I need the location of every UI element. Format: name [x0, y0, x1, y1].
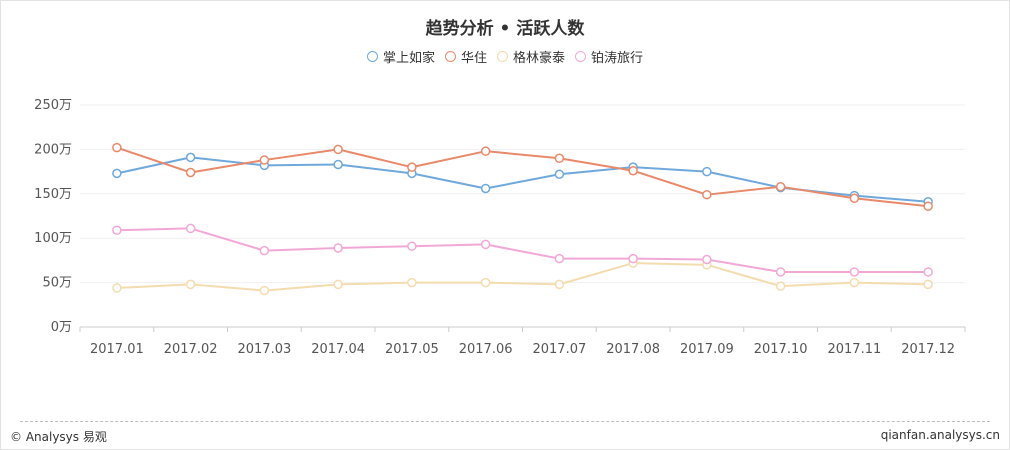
y-tick-label: 150万: [34, 187, 72, 202]
data-point-s2-11: [923, 279, 933, 290]
data-point-s0-1: [185, 152, 196, 163]
data-point-s2-1: [185, 279, 196, 290]
data-point-s1-9: [775, 181, 786, 192]
legend-marker-icon: [575, 51, 587, 62]
data-point-s2-9: [775, 281, 786, 291]
data-point-s1-0: [112, 142, 122, 153]
legend-item-3[interactable]: 铂涛旅行: [575, 47, 643, 66]
data-point-s3-1: [185, 223, 196, 234]
x-tick-label: 2017.08: [606, 342, 660, 357]
data-point-s2-10: [849, 277, 860, 288]
series-line-1: [116, 146, 929, 208]
data-point-s3-10: [849, 267, 860, 277]
legend-marker-icon: [444, 51, 456, 62]
data-point-s3-9: [775, 267, 786, 277]
legend: 掌上如家 华住 格林豪泰 铂涛旅行: [0, 47, 1010, 66]
data-point-s2-3: [333, 279, 343, 290]
data-point-s3-3: [333, 243, 343, 253]
data-point-s1-11: [923, 201, 933, 211]
data-point-s0-8: [702, 166, 712, 177]
data-point-s1-10: [849, 193, 860, 203]
footer-url: qianfan.analysys.cn: [880, 428, 1000, 442]
data-point-s2-6: [554, 279, 565, 290]
data-point-s2-0: [112, 283, 122, 293]
x-tick-label: 2017.10: [754, 342, 808, 357]
data-point-s3-11: [923, 267, 933, 277]
x-tick-label: 2017.07: [532, 342, 586, 357]
legend-item-2[interactable]: 格林豪泰: [497, 47, 565, 66]
x-tick-label: 2017.02: [164, 342, 218, 357]
data-point-s1-2: [259, 155, 270, 165]
x-tick-label: 2017.01: [90, 342, 144, 357]
data-point-s1-5: [480, 146, 491, 156]
data-point-s0-0: [112, 168, 122, 179]
x-tick-label: 2017.04: [311, 342, 365, 357]
data-point-s0-3: [333, 159, 343, 170]
legend-marker-icon: [497, 51, 508, 62]
legend-label: 掌上如家: [382, 51, 435, 66]
data-point-s1-7: [628, 165, 638, 176]
data-point-s2-2: [259, 285, 270, 296]
data-point-s2-4: [407, 277, 417, 288]
data-point-s0-6: [554, 169, 565, 180]
data-point-s3-7: [628, 253, 638, 264]
y-tick-label: 0万: [51, 320, 72, 335]
x-tick-label: 2017.09: [680, 342, 734, 357]
series-line-3: [116, 227, 929, 273]
data-point-s3-6: [554, 253, 565, 264]
footer-copyright: © Analysys 易观: [10, 430, 107, 444]
legend-item-1[interactable]: 华住: [444, 47, 487, 66]
legend-item-0[interactable]: 掌上如家: [366, 47, 435, 66]
data-point-s1-3: [333, 144, 343, 155]
data-point-s1-4: [407, 162, 417, 172]
legend-marker-icon: [366, 51, 378, 62]
footer-divider: [20, 421, 990, 422]
data-point-s3-5: [480, 239, 491, 250]
data-point-s1-6: [554, 153, 565, 164]
x-tick-label: 2017.05: [385, 342, 439, 357]
legend-label: 格林豪泰: [513, 51, 566, 66]
legend-label: 铂涛旅行: [591, 51, 644, 66]
y-tick-label: 50万: [42, 276, 72, 291]
x-tick-label: 2017.12: [901, 342, 955, 357]
y-tick-label: 200万: [34, 142, 72, 157]
x-tick-label: 2017.11: [827, 342, 881, 357]
data-point-s1-1: [185, 167, 196, 178]
data-point-s0-5: [480, 183, 491, 194]
chart-title: 趋势分析 • 活跃人数: [425, 19, 585, 39]
x-tick-label: 2017.03: [237, 342, 291, 357]
legend-label: 华住: [460, 51, 487, 66]
y-tick-label: 100万: [34, 231, 72, 246]
x-tick-label: 2017.06: [459, 342, 513, 357]
data-point-s3-8: [702, 254, 712, 265]
y-tick-label: 250万: [34, 98, 72, 113]
series-line-2: [116, 262, 929, 292]
data-point-s3-2: [259, 245, 270, 256]
data-point-s3-0: [112, 225, 122, 235]
data-point-s2-5: [480, 277, 491, 288]
data-point-s3-4: [407, 241, 417, 251]
data-point-s1-8: [702, 189, 712, 200]
